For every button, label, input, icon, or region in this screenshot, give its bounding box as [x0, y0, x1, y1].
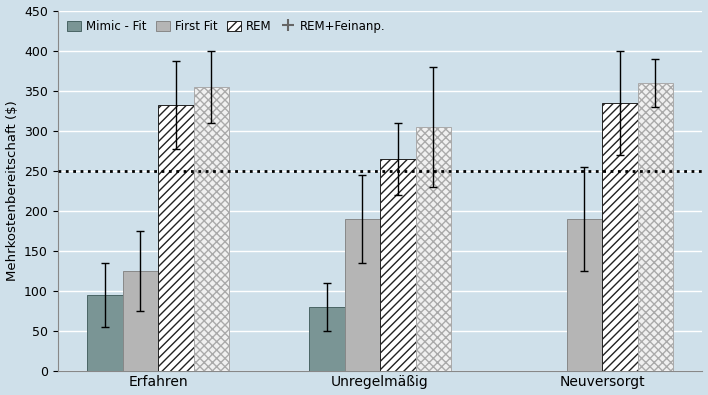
- Legend: Mimic - Fit, First Fit, REM, REM+Feinanp.: Mimic - Fit, First Fit, REM, REM+Feinanp…: [64, 17, 389, 37]
- Bar: [87, 295, 122, 371]
- Bar: [158, 105, 193, 371]
- Bar: [193, 87, 229, 371]
- Bar: [345, 218, 380, 371]
- Bar: [380, 158, 416, 371]
- Bar: [122, 271, 158, 371]
- Bar: [309, 307, 345, 371]
- Bar: [566, 218, 602, 371]
- Bar: [416, 126, 451, 371]
- Y-axis label: Mehrkostenbereitschaft ($): Mehrkostenbereitschaft ($): [6, 100, 18, 281]
- Bar: [602, 103, 638, 371]
- Bar: [638, 83, 673, 371]
